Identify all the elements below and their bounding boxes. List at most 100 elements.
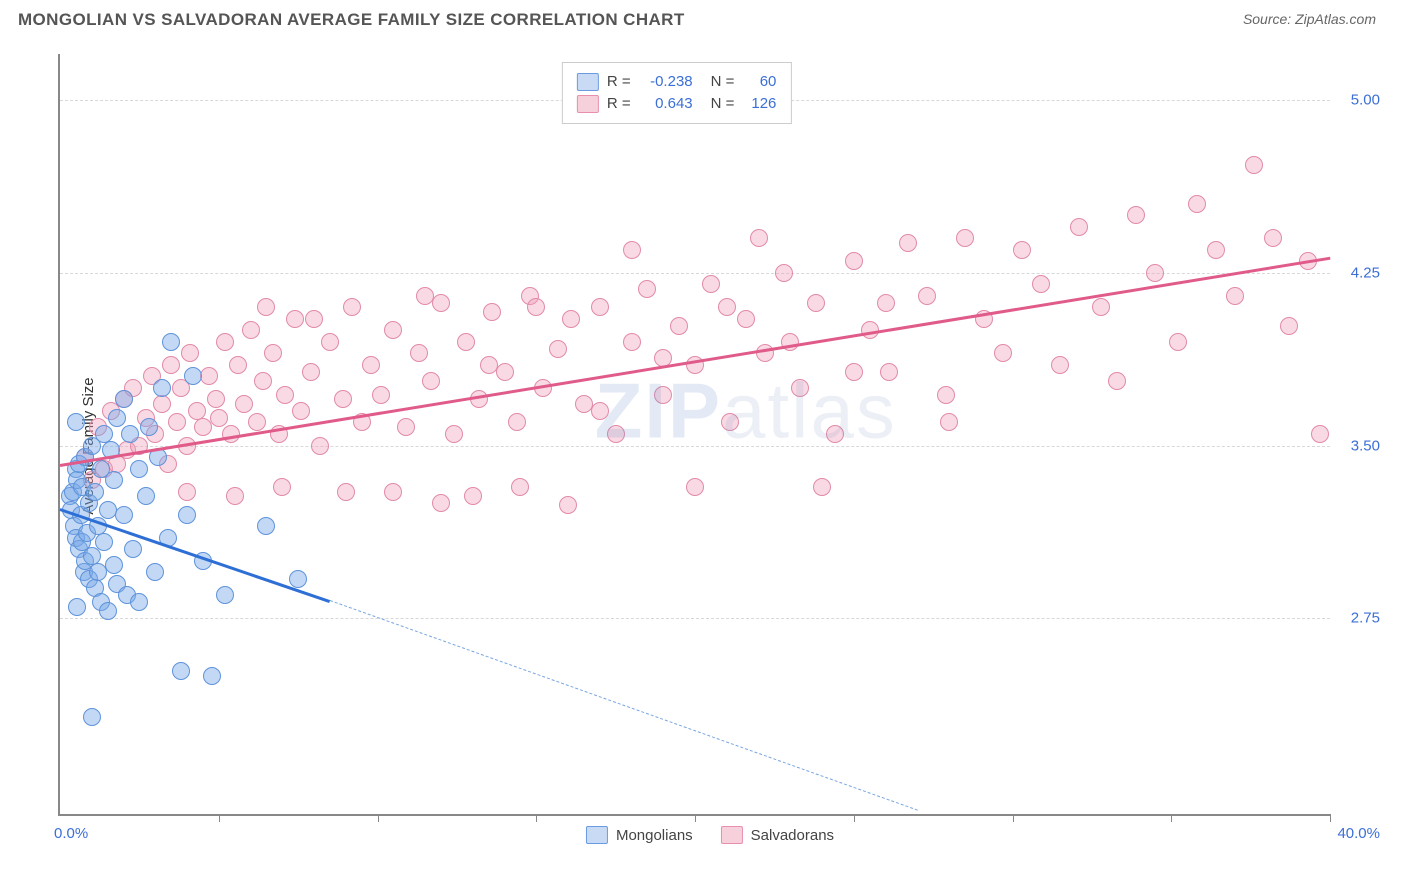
scatter-point-salvadoran	[1127, 206, 1145, 224]
x-tick	[219, 814, 220, 822]
scatter-point-mongolian	[130, 460, 148, 478]
scatter-point-salvadoran	[480, 356, 498, 374]
scatter-point-salvadoran	[623, 241, 641, 259]
scatter-point-salvadoran	[918, 287, 936, 305]
scatter-point-salvadoran	[940, 413, 958, 431]
scatter-point-salvadoran	[372, 386, 390, 404]
scatter-point-salvadoran	[432, 294, 450, 312]
scatter-point-salvadoran	[200, 367, 218, 385]
scatter-point-mongolian	[86, 483, 104, 501]
scatter-point-salvadoran	[384, 483, 402, 501]
legend-r-value: -0.238	[639, 71, 693, 93]
scatter-point-salvadoran	[286, 310, 304, 328]
scatter-point-salvadoran	[410, 344, 428, 362]
scatter-point-salvadoran	[591, 298, 609, 316]
scatter-point-mongolian	[108, 409, 126, 427]
scatter-point-salvadoran	[508, 413, 526, 431]
legend-stats-row: R =-0.238N =60	[577, 71, 777, 93]
scatter-point-mongolian	[257, 517, 275, 535]
scatter-point-salvadoran	[549, 340, 567, 358]
legend-series: Mongolians Salvadorans	[586, 826, 834, 844]
scatter-point-salvadoran	[1169, 333, 1187, 351]
scatter-point-salvadoran	[337, 483, 355, 501]
scatter-point-salvadoran	[210, 409, 228, 427]
scatter-point-mongolian	[216, 586, 234, 604]
legend-stats-row: R =0.643N =126	[577, 93, 777, 115]
scatter-point-salvadoran	[153, 395, 171, 413]
scatter-point-salvadoran	[899, 234, 917, 252]
chart-container: Average Family Size ZIPatlas R =-0.238N …	[40, 46, 1380, 846]
scatter-point-salvadoran	[343, 298, 361, 316]
scatter-point-mongolian	[95, 533, 113, 551]
scatter-point-mongolian	[140, 418, 158, 436]
scatter-point-salvadoran	[994, 344, 1012, 362]
scatter-point-salvadoran	[607, 425, 625, 443]
scatter-point-mongolian	[184, 367, 202, 385]
legend-series-label: Salvadorans	[751, 827, 834, 844]
y-tick-label: 3.50	[1351, 437, 1380, 454]
x-tick	[1330, 814, 1331, 822]
scatter-point-salvadoran	[1245, 156, 1263, 174]
scatter-point-salvadoran	[1226, 287, 1244, 305]
scatter-point-salvadoran	[194, 418, 212, 436]
source-attribution: Source: ZipAtlas.com	[1243, 11, 1376, 29]
scatter-point-salvadoran	[397, 418, 415, 436]
plot-area: ZIPatlas R =-0.238N =60R =0.643N =126 0.…	[58, 54, 1330, 816]
x-tick	[695, 814, 696, 822]
scatter-point-salvadoran	[305, 310, 323, 328]
legend-swatch	[577, 73, 599, 91]
scatter-point-salvadoran	[1311, 425, 1329, 443]
scatter-point-salvadoran	[178, 483, 196, 501]
scatter-point-salvadoran	[422, 372, 440, 390]
scatter-point-salvadoran	[670, 317, 688, 335]
scatter-point-mongolian	[289, 570, 307, 588]
scatter-point-mongolian	[146, 563, 164, 581]
legend-r-label: R =	[607, 71, 631, 93]
scatter-point-salvadoran	[775, 264, 793, 282]
legend-r-value: 0.643	[639, 93, 693, 115]
source-name: ZipAtlas.com	[1295, 11, 1376, 27]
scatter-point-salvadoran	[845, 363, 863, 381]
scatter-point-salvadoran	[511, 478, 529, 496]
scatter-point-mongolian	[115, 506, 133, 524]
scatter-point-salvadoran	[702, 275, 720, 293]
scatter-point-salvadoran	[483, 303, 501, 321]
scatter-point-salvadoran	[721, 413, 739, 431]
scatter-point-salvadoran	[527, 298, 545, 316]
scatter-point-salvadoran	[562, 310, 580, 328]
legend-n-label: N =	[711, 71, 735, 93]
scatter-point-salvadoran	[470, 390, 488, 408]
scatter-point-mongolian	[67, 413, 85, 431]
scatter-point-mongolian	[203, 667, 221, 685]
gridline-h	[60, 273, 1330, 274]
scatter-point-salvadoran	[737, 310, 755, 328]
y-tick-label: 5.00	[1351, 92, 1380, 109]
chart-title: MONGOLIAN VS SALVADORAN AVERAGE FAMILY S…	[18, 10, 685, 30]
x-tick	[1171, 814, 1172, 822]
scatter-point-salvadoran	[559, 496, 577, 514]
scatter-point-salvadoran	[1013, 241, 1031, 259]
scatter-point-salvadoran	[826, 425, 844, 443]
gridline-h	[60, 618, 1330, 619]
scatter-point-salvadoran	[457, 333, 475, 351]
legend-n-label: N =	[711, 93, 735, 115]
scatter-point-salvadoran	[362, 356, 380, 374]
scatter-point-mongolian	[83, 708, 101, 726]
legend-swatch	[577, 95, 599, 113]
scatter-point-salvadoran	[416, 287, 434, 305]
trendline-mongolian-extrapolated	[330, 600, 918, 811]
scatter-point-salvadoran	[1070, 218, 1088, 236]
scatter-point-mongolian	[130, 593, 148, 611]
x-tick	[854, 814, 855, 822]
scatter-point-mongolian	[121, 425, 139, 443]
legend-series-item: Mongolians	[586, 826, 693, 844]
scatter-point-mongolian	[153, 379, 171, 397]
scatter-point-salvadoran	[1280, 317, 1298, 335]
scatter-point-salvadoran	[1207, 241, 1225, 259]
scatter-point-salvadoran	[292, 402, 310, 420]
scatter-point-salvadoran	[257, 298, 275, 316]
scatter-point-salvadoran	[235, 395, 253, 413]
scatter-point-mongolian	[105, 471, 123, 489]
scatter-point-salvadoran	[264, 344, 282, 362]
scatter-point-salvadoran	[1146, 264, 1164, 282]
